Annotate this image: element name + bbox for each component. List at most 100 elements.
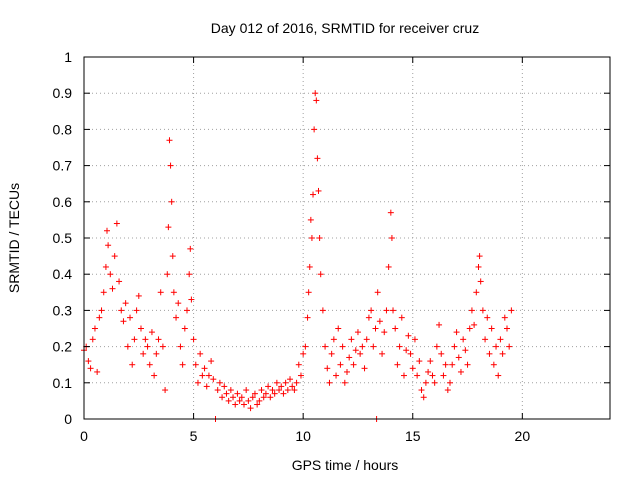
data-point <box>135 292 142 299</box>
data-point <box>392 325 399 332</box>
data-point <box>403 347 410 354</box>
data-point <box>260 394 267 401</box>
data-point <box>146 361 153 368</box>
data-point <box>363 336 370 343</box>
data-point <box>495 372 502 379</box>
data-point <box>311 126 318 133</box>
data-point <box>312 90 319 97</box>
data-point <box>271 390 278 397</box>
x-axis-label: GPS time / hours <box>292 457 399 473</box>
data-point <box>468 307 475 314</box>
data-point <box>122 300 129 307</box>
y-tick-label: 1 <box>64 49 72 65</box>
data-point <box>306 263 313 270</box>
data-point <box>317 271 324 278</box>
data-point <box>310 191 317 198</box>
data-point <box>162 387 169 394</box>
data-point <box>374 289 381 296</box>
data-point <box>148 329 155 336</box>
data-point <box>324 365 331 372</box>
data-point <box>398 314 405 321</box>
data-point <box>486 350 493 357</box>
data-point <box>111 253 118 260</box>
data-point <box>337 361 344 368</box>
data-point <box>339 343 346 350</box>
data-point <box>490 361 497 368</box>
data-point <box>372 325 379 332</box>
data-point <box>499 350 506 357</box>
data-point <box>422 379 429 386</box>
data-point <box>273 379 280 386</box>
data-point <box>91 325 98 332</box>
data-point <box>451 343 458 350</box>
data-point <box>305 289 312 296</box>
data-point <box>245 397 252 404</box>
data-point <box>313 97 320 104</box>
x-tick-label: 15 <box>405 428 421 444</box>
data-point <box>230 394 237 401</box>
data-point <box>155 336 162 343</box>
data-point <box>118 307 125 314</box>
data-point <box>194 379 201 386</box>
data-point <box>254 401 261 408</box>
data-point <box>225 397 232 404</box>
data-point <box>165 224 172 231</box>
data-point <box>416 358 423 365</box>
data-point <box>269 387 276 394</box>
data-point <box>267 394 274 401</box>
data-point <box>240 401 247 408</box>
grid-lines <box>84 57 610 419</box>
data-point <box>365 314 372 321</box>
data-point <box>508 307 515 314</box>
data-point <box>314 155 321 162</box>
data-point <box>429 372 436 379</box>
y-tick-label: 0.5 <box>53 230 73 246</box>
data-point <box>219 394 226 401</box>
data-point <box>129 361 136 368</box>
data-point <box>326 379 333 386</box>
data-point <box>153 350 160 357</box>
data-point <box>169 253 176 260</box>
axis-ticks: 00.10.20.30.40.50.60.70.80.910 5 10 15 20 <box>53 49 610 444</box>
y-axis-label: SRMTID / TECUs <box>6 183 22 293</box>
y-tick-label: 0.2 <box>53 339 73 355</box>
data-point <box>157 289 164 296</box>
data-point <box>308 235 315 241</box>
data-point <box>471 321 478 328</box>
data-point <box>460 336 467 343</box>
data-point <box>113 220 120 227</box>
data-point <box>436 321 443 328</box>
x-tick-label: 0 <box>80 428 88 444</box>
data-point <box>341 379 348 386</box>
data-point <box>493 343 500 350</box>
data-point <box>280 390 287 397</box>
data-point <box>164 271 171 278</box>
data-point <box>383 307 390 314</box>
data-point <box>190 336 197 343</box>
data-point <box>488 325 495 332</box>
data-point <box>289 383 296 390</box>
data-point <box>304 314 311 321</box>
data-point <box>116 278 123 285</box>
data-point <box>396 343 403 350</box>
data-point <box>221 383 228 390</box>
data-point <box>482 336 489 343</box>
data-point <box>330 336 337 343</box>
data-point <box>137 325 144 332</box>
data-point <box>476 253 483 260</box>
data-point <box>335 325 342 332</box>
data-point <box>447 379 454 386</box>
data-point <box>385 263 392 270</box>
data-point <box>477 278 484 285</box>
data-point <box>405 332 412 339</box>
data-point <box>284 387 291 394</box>
data-point <box>208 358 215 365</box>
data-point <box>388 235 395 241</box>
data-point <box>87 365 94 372</box>
data-point <box>142 336 149 343</box>
data-point <box>151 372 158 379</box>
data-point <box>379 350 386 357</box>
data-point <box>201 365 208 372</box>
data-point <box>85 358 92 365</box>
